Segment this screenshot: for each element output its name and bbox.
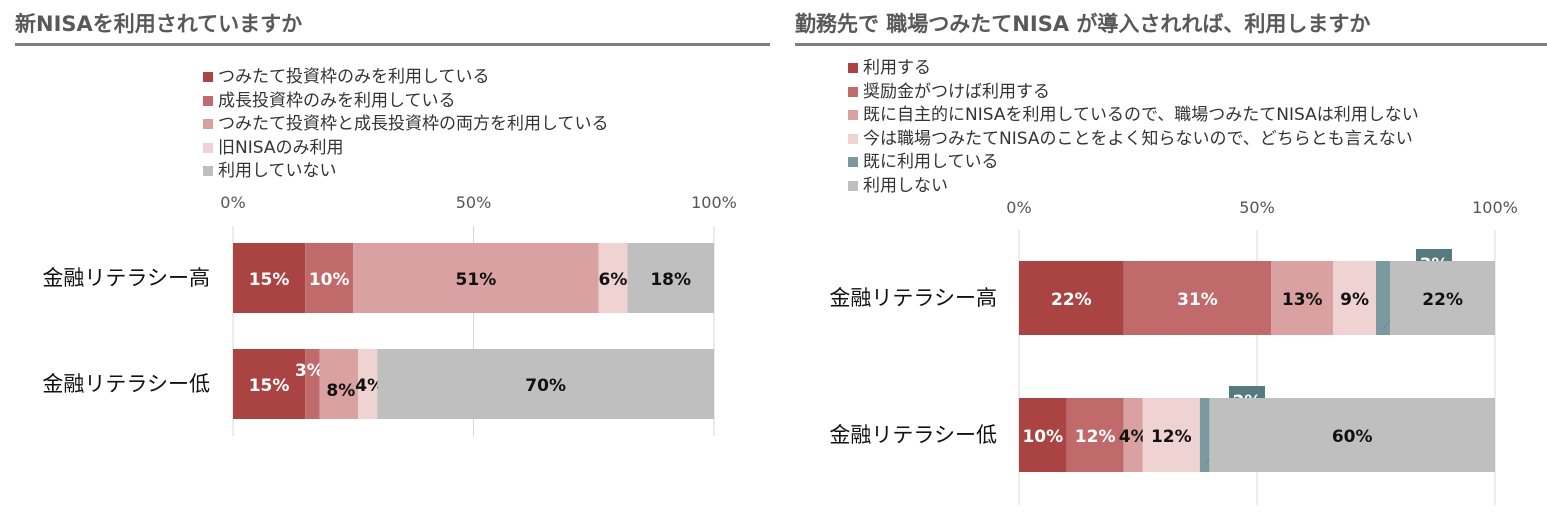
- data-label: 6%: [599, 270, 628, 290]
- bar-segment: [1376, 261, 1391, 335]
- data-label: 4%: [1119, 427, 1148, 447]
- bar-segment: [1390, 261, 1495, 335]
- data-label: 15%: [249, 376, 290, 396]
- bar-segment: [233, 349, 306, 419]
- x-tick-label: 0%: [1006, 198, 1031, 217]
- bar-segment: [1019, 261, 1124, 335]
- data-label: 12%: [1075, 427, 1116, 447]
- data-label: 8%: [326, 381, 355, 401]
- legend-swatch: [203, 119, 213, 129]
- chart-title: 勤務先で 職場つみたてNISA が導入されれば、利用しますか: [795, 12, 1371, 36]
- legend-label: 利用しない: [863, 175, 948, 196]
- legend-label: 成長投資枠のみを利用している: [218, 90, 456, 111]
- data-label: 70%: [525, 376, 566, 396]
- title-underline: [15, 43, 770, 46]
- legend-swatch: [848, 63, 858, 73]
- bar-segment: [358, 349, 378, 419]
- category-label: 金融リテラシー高: [42, 266, 210, 290]
- bar-segment: [627, 243, 714, 313]
- legend-item: 旧NISAのみ利用: [203, 137, 609, 161]
- stacked-bar-chart: 0%50%100%金融リテラシー高22%31%13%9%3%22%金融リテラシー…: [829, 198, 1518, 505]
- legend-item: つみたて投資枠のみを利用している: [203, 66, 609, 90]
- x-tick-label: 100%: [1472, 198, 1518, 217]
- data-label: 10%: [1022, 427, 1063, 447]
- bar-segment: [305, 349, 320, 419]
- legend-swatch: [848, 180, 858, 191]
- legend-label: 既に利用している: [863, 152, 999, 172]
- data-label: 3%: [295, 361, 324, 381]
- bar-segment: [1209, 398, 1495, 472]
- bar-segment: [1123, 398, 1143, 472]
- bar-segment: [305, 243, 354, 313]
- x-tick-label: 0%: [220, 193, 245, 212]
- x-tick-label: 50%: [456, 193, 492, 212]
- bar-segment: [1066, 398, 1124, 472]
- category-label: 金融リテラシー低: [42, 372, 210, 396]
- data-label: 60%: [1332, 427, 1373, 447]
- legend-label: 旧NISAのみ利用: [218, 137, 344, 158]
- data-label: 22%: [1051, 290, 1092, 310]
- chart-title: 新NISAを利用されていますか: [15, 12, 303, 36]
- data-label: 10%: [309, 270, 350, 290]
- data-label: 18%: [650, 270, 691, 290]
- legend-item: 利用していない: [203, 160, 609, 184]
- legend-item: 今は職場つみたてNISAのことをよく知らないので、どちらとも言えない: [848, 128, 1419, 152]
- legend-item: 奨励金がつけば利用する: [848, 81, 1419, 105]
- bar-segment: [1199, 398, 1210, 472]
- legend-label: つみたて投資枠と成長投資枠の両方を利用している: [218, 114, 609, 134]
- legend-label: つみたて投資枠のみを利用している: [218, 67, 490, 87]
- chart-panel-left: 新NISAを利用されていますか つみたて投資枠のみを利用している 成長投資枠のみを…: [15, 12, 770, 436]
- legend-item: つみたて投資枠と成長投資枠の両方を利用している: [203, 113, 609, 137]
- data-label: 9%: [1340, 290, 1369, 310]
- data-label: 22%: [1422, 290, 1463, 310]
- bar-segment: [1123, 261, 1272, 335]
- legend-item: 利用しない: [848, 175, 1419, 199]
- chart-panel-right: 勤務先で 職場つみたてNISA が導入されれば、利用しますか 利用する奨励金がつ…: [775, 0, 1547, 532]
- legend-item: 利用する: [848, 57, 1419, 81]
- legend-label: 既に自主的にNISAを利用しているので、職場つみたてNISAは利用しない: [863, 105, 1419, 125]
- bar-segment: [319, 349, 359, 419]
- legend-swatch: [203, 142, 213, 153]
- legend-swatch: [203, 166, 213, 176]
- legend-item: 成長投資枠のみを利用している: [203, 90, 609, 114]
- category-label: 金融リテラシー高: [829, 286, 997, 310]
- legend-swatch: [848, 133, 858, 144]
- bar-segment: [377, 349, 714, 419]
- data-label: 15%: [249, 270, 290, 290]
- bar-segment: [1271, 261, 1334, 335]
- bar-segment: [233, 243, 306, 313]
- legend: 利用する奨励金がつけば利用する既に自主的にNISAを利用しているので、職場つみた…: [848, 57, 1419, 198]
- data-label: 4%: [355, 376, 384, 396]
- x-tick-label: 50%: [1239, 198, 1275, 217]
- legend-swatch: [203, 95, 213, 106]
- title-underline: [795, 43, 1547, 46]
- data-label: 31%: [1177, 290, 1218, 310]
- legend-item: 既に自主的にNISAを利用しているので、職場つみたてNISAは利用しない: [848, 104, 1419, 128]
- bar-segment: [1019, 398, 1067, 472]
- legend-swatch: [848, 86, 858, 97]
- stacked-bar-chart: 0% 50% 100% 金融リテラシー高 15% 10% 51% 6% 18% 金融リテラシー低 1…: [42, 193, 737, 436]
- x-tick-label: 100%: [691, 193, 737, 212]
- legend-item: 既に利用している: [848, 151, 1419, 175]
- data-label: 12%: [1151, 427, 1192, 447]
- legend-label: 奨励金がつけば利用する: [863, 81, 1050, 102]
- category-label: 金融リテラシー低: [829, 423, 997, 447]
- data-label: 13%: [1282, 290, 1323, 310]
- legend-label: 利用していない: [218, 161, 337, 181]
- bar-segment: [598, 243, 628, 313]
- data-label: 51%: [456, 270, 497, 290]
- bar-segment: [1142, 398, 1200, 472]
- legend-swatch: [203, 72, 213, 82]
- bar-segment: [1333, 261, 1376, 335]
- legend-swatch: [848, 157, 858, 167]
- legend-label: 今は職場つみたてNISAのことをよく知らないので、どちらとも言えない: [863, 128, 1413, 149]
- bar-segment: [353, 243, 599, 313]
- legend: つみたて投資枠のみを利用している 成長投資枠のみを利用しているつみたて投資枠と成長…: [203, 66, 609, 184]
- legend-swatch: [848, 110, 858, 120]
- legend-label: 利用する: [863, 58, 931, 78]
